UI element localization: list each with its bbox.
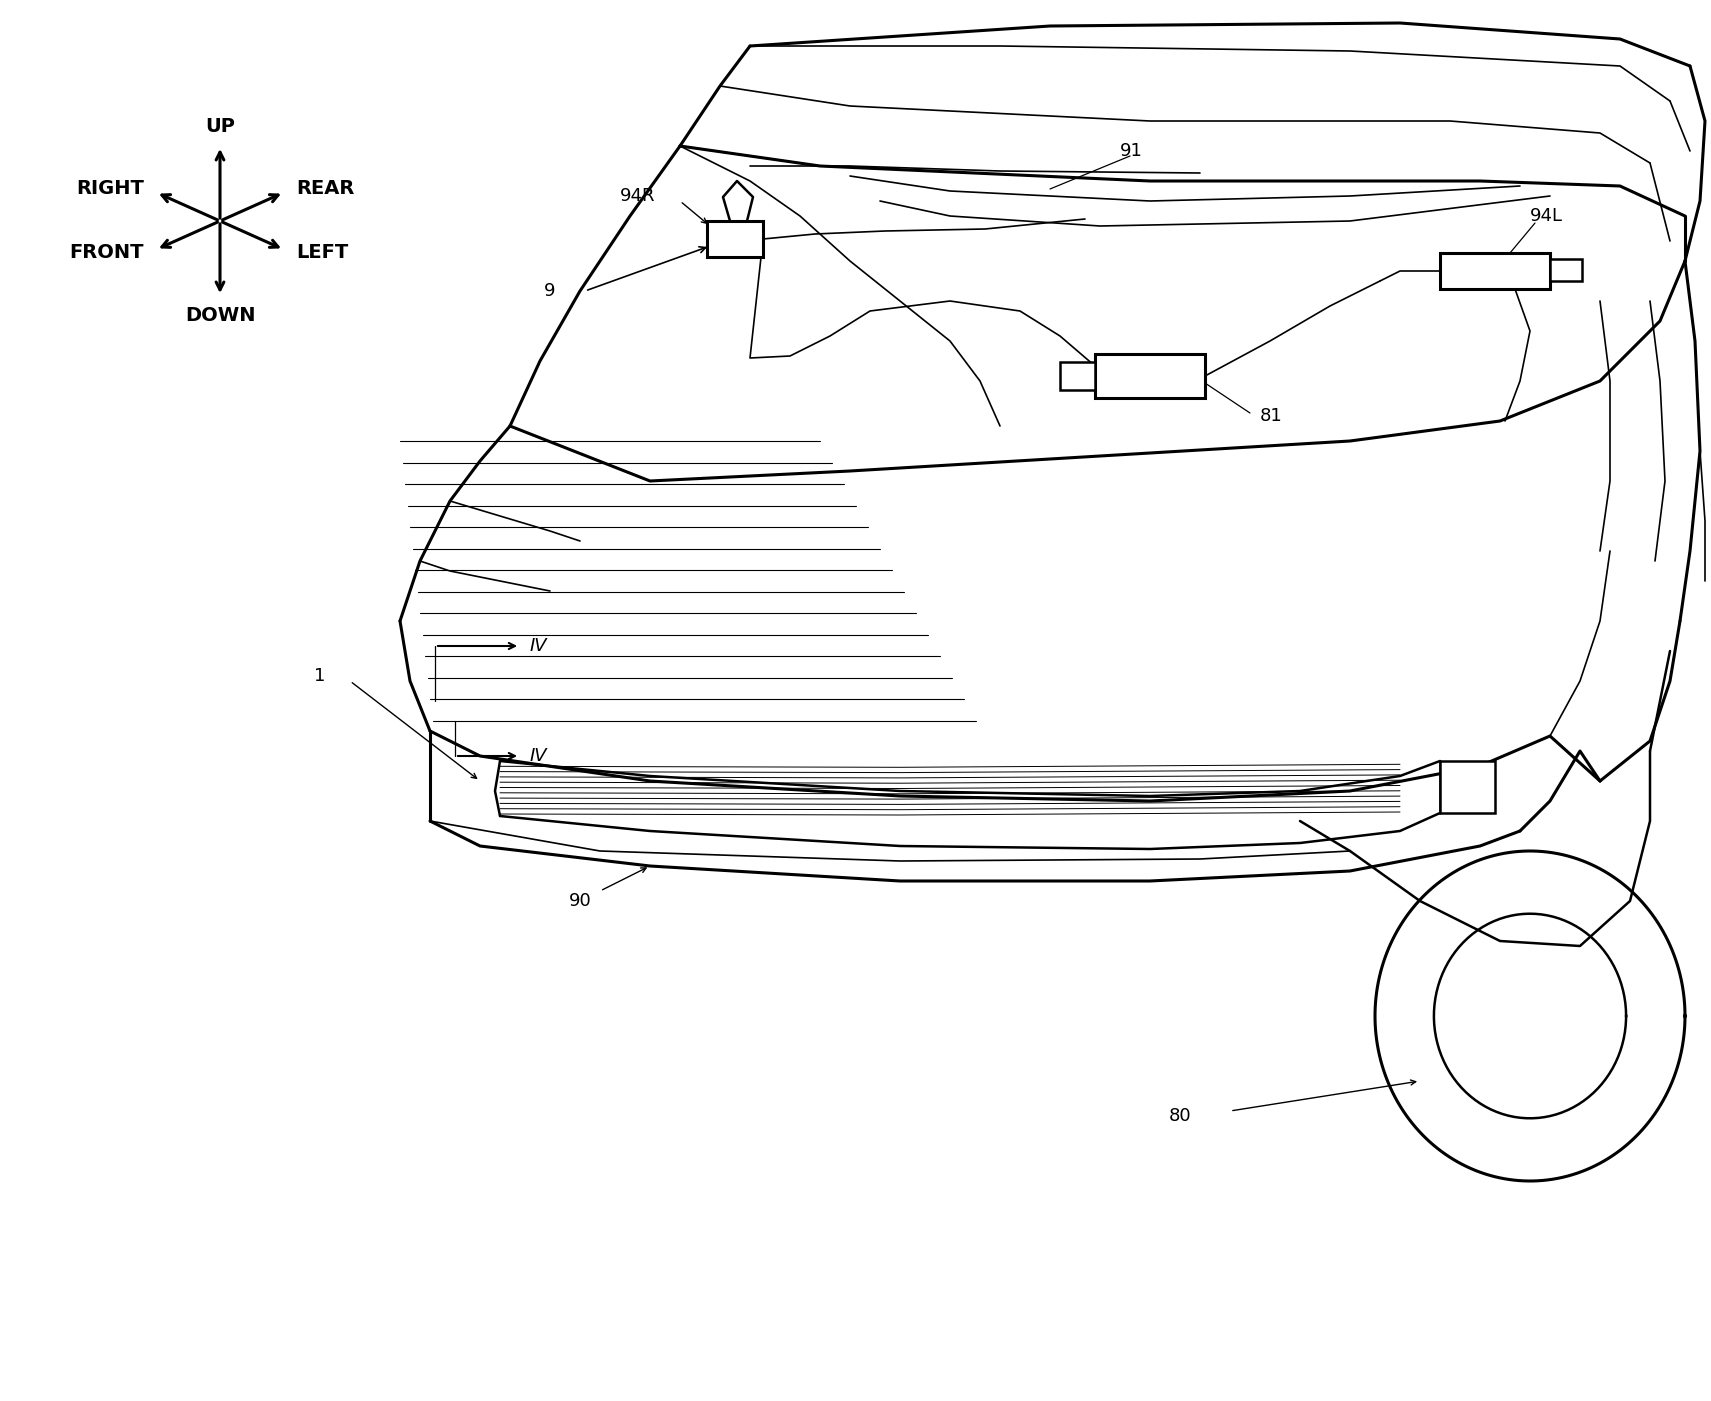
Text: DOWN: DOWN [185, 305, 255, 325]
Bar [707, 221, 763, 256]
Text: 90: 90 [568, 892, 592, 911]
Text: RIGHT: RIGHT [75, 179, 144, 199]
Text: LEFT: LEFT [296, 244, 349, 262]
Bar [1095, 354, 1205, 398]
Bar [1061, 361, 1095, 389]
Text: 91: 91 [1121, 142, 1143, 160]
Text: IV: IV [530, 637, 548, 656]
Bar [1441, 761, 1495, 813]
Text: 9: 9 [544, 282, 556, 300]
Text: IV: IV [530, 747, 548, 765]
Text: 81: 81 [1259, 408, 1283, 425]
Text: 94R: 94R [619, 186, 655, 205]
Text: REAR: REAR [296, 179, 354, 199]
Bar [1441, 254, 1550, 289]
Text: 94L: 94L [1530, 207, 1564, 226]
Text: 1: 1 [315, 667, 325, 685]
Text: UP: UP [205, 118, 234, 136]
Bar [1550, 259, 1583, 282]
Text: 80: 80 [1169, 1107, 1191, 1125]
Text: FRONT: FRONT [70, 244, 144, 262]
